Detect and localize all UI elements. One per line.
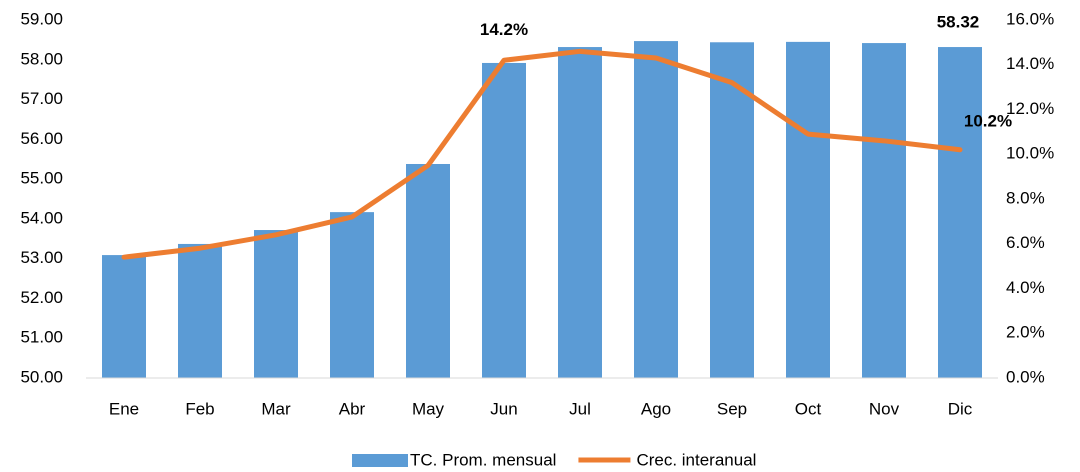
legend-label: TC. Prom. mensual <box>410 450 556 469</box>
line <box>121 48 963 260</box>
bar <box>330 212 374 378</box>
bar <box>558 47 602 378</box>
bar <box>710 42 754 379</box>
bar <box>406 163 450 378</box>
bar <box>102 255 146 378</box>
y-tick-label: 53.00 <box>20 248 63 267</box>
y-tick-label: 54.00 <box>20 208 63 227</box>
y2-tick-label: 8.0% <box>1006 188 1045 207</box>
y2-tick-label: 12.0% <box>1006 99 1054 118</box>
x-tick-label: Sep <box>717 399 747 418</box>
legend-swatch <box>352 454 408 467</box>
y-tick-label: 56.00 <box>20 129 63 148</box>
bar <box>938 47 982 378</box>
y-tick-label: 59.00 <box>20 9 63 28</box>
data-label: 10.2% <box>964 111 1012 130</box>
y-tick-label: 52.00 <box>20 288 63 307</box>
y2-tick-label: 4.0% <box>1006 278 1045 297</box>
x-tick-label: May <box>412 399 445 418</box>
legend-label: Crec. interanual <box>636 450 756 469</box>
y-tick-label: 50.00 <box>20 367 63 386</box>
y2-tick-label: 0.0% <box>1006 367 1045 386</box>
x-tick-label: Jul <box>569 399 591 418</box>
y2-tick-label: 16.0% <box>1006 9 1054 28</box>
y2-tick-label: 2.0% <box>1006 323 1045 342</box>
x-tick-label: Dic <box>948 399 973 418</box>
x-tick-label: Feb <box>185 399 214 418</box>
x-tick-label: Oct <box>795 399 822 418</box>
bar <box>178 243 222 378</box>
bar <box>634 41 678 379</box>
x-tick-label: Mar <box>261 399 291 418</box>
y-tick-label: 58.00 <box>20 49 63 68</box>
data-label: 58.32 <box>937 13 980 32</box>
x-tick-label: Jun <box>490 399 517 418</box>
bar <box>254 230 298 378</box>
bar <box>482 62 526 379</box>
y-tick-label: 57.00 <box>20 89 63 108</box>
y2-tick-label: 6.0% <box>1006 233 1045 252</box>
bar <box>862 43 906 379</box>
y-tick-label: 55.00 <box>20 169 63 188</box>
y2-tick-label: 10.0% <box>1006 144 1054 163</box>
x-tick-label: Nov <box>869 399 900 418</box>
x-tick-label: Ene <box>109 399 139 418</box>
data-label: 14.2% <box>480 20 528 39</box>
y2-tick-label: 14.0% <box>1006 54 1054 73</box>
x-tick-label: Ago <box>641 399 671 418</box>
x-tick-label: Abr <box>339 399 366 418</box>
y-tick-label: 51.00 <box>20 328 63 347</box>
bar <box>786 41 830 378</box>
